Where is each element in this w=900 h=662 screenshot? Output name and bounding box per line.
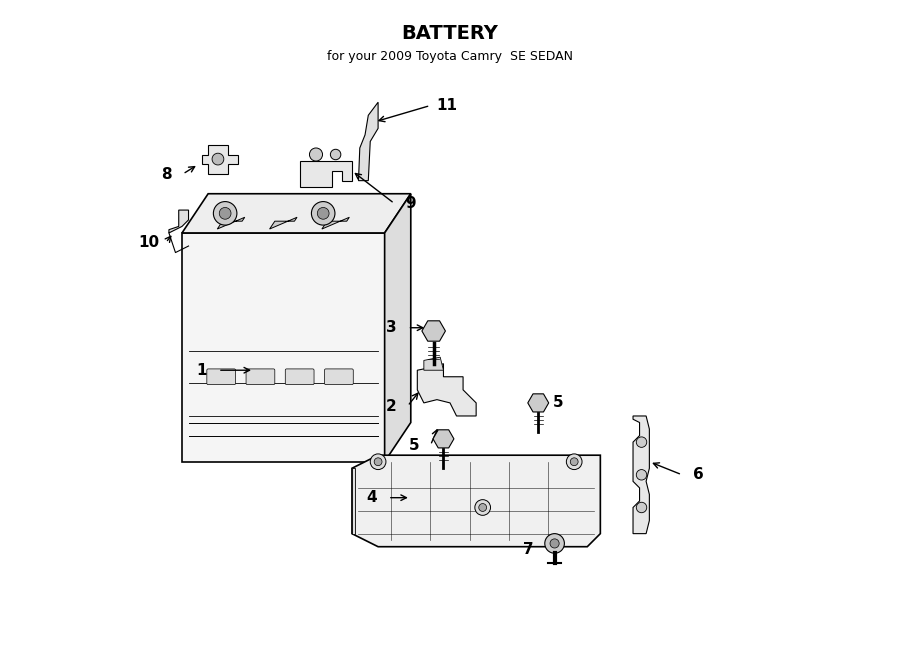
Polygon shape — [202, 145, 238, 174]
FancyBboxPatch shape — [246, 369, 274, 385]
Polygon shape — [300, 161, 352, 187]
Polygon shape — [633, 416, 650, 534]
Text: 11: 11 — [436, 98, 457, 113]
Polygon shape — [384, 194, 410, 461]
Text: 10: 10 — [139, 235, 160, 250]
Circle shape — [374, 458, 382, 465]
Circle shape — [212, 153, 224, 165]
FancyBboxPatch shape — [325, 369, 354, 385]
Circle shape — [571, 458, 578, 465]
Circle shape — [566, 454, 582, 469]
Circle shape — [318, 207, 329, 219]
Circle shape — [544, 534, 564, 553]
Circle shape — [213, 201, 237, 225]
Polygon shape — [352, 468, 356, 534]
Polygon shape — [422, 321, 446, 341]
Circle shape — [636, 437, 647, 448]
Circle shape — [311, 201, 335, 225]
Text: 2: 2 — [386, 399, 397, 414]
Circle shape — [479, 504, 487, 512]
Text: 5: 5 — [409, 438, 419, 453]
Text: 6: 6 — [693, 467, 704, 483]
Text: 7: 7 — [523, 542, 534, 557]
Polygon shape — [527, 394, 549, 412]
Polygon shape — [352, 455, 600, 547]
Polygon shape — [217, 217, 245, 229]
Text: BATTERY: BATTERY — [401, 24, 499, 43]
FancyBboxPatch shape — [207, 369, 236, 385]
Polygon shape — [358, 102, 378, 181]
Text: 1: 1 — [196, 363, 207, 378]
Polygon shape — [424, 357, 444, 370]
Text: 3: 3 — [386, 320, 397, 335]
Text: 8: 8 — [161, 167, 172, 181]
Polygon shape — [169, 210, 188, 233]
Polygon shape — [433, 430, 454, 448]
Text: for your 2009 Toyota Camry  SE SEDAN: for your 2009 Toyota Camry SE SEDAN — [327, 50, 573, 63]
Circle shape — [310, 148, 322, 161]
Polygon shape — [418, 363, 476, 416]
Text: 5: 5 — [553, 395, 563, 410]
Circle shape — [370, 454, 386, 469]
Circle shape — [636, 469, 647, 480]
Circle shape — [220, 207, 231, 219]
Polygon shape — [182, 194, 410, 233]
Circle shape — [636, 502, 647, 513]
Text: 4: 4 — [366, 490, 377, 505]
Polygon shape — [270, 217, 297, 229]
Circle shape — [550, 539, 559, 548]
Circle shape — [330, 149, 341, 160]
Circle shape — [475, 500, 491, 515]
Polygon shape — [182, 233, 384, 461]
Text: 9: 9 — [406, 196, 416, 211]
FancyBboxPatch shape — [285, 369, 314, 385]
Polygon shape — [322, 217, 349, 229]
